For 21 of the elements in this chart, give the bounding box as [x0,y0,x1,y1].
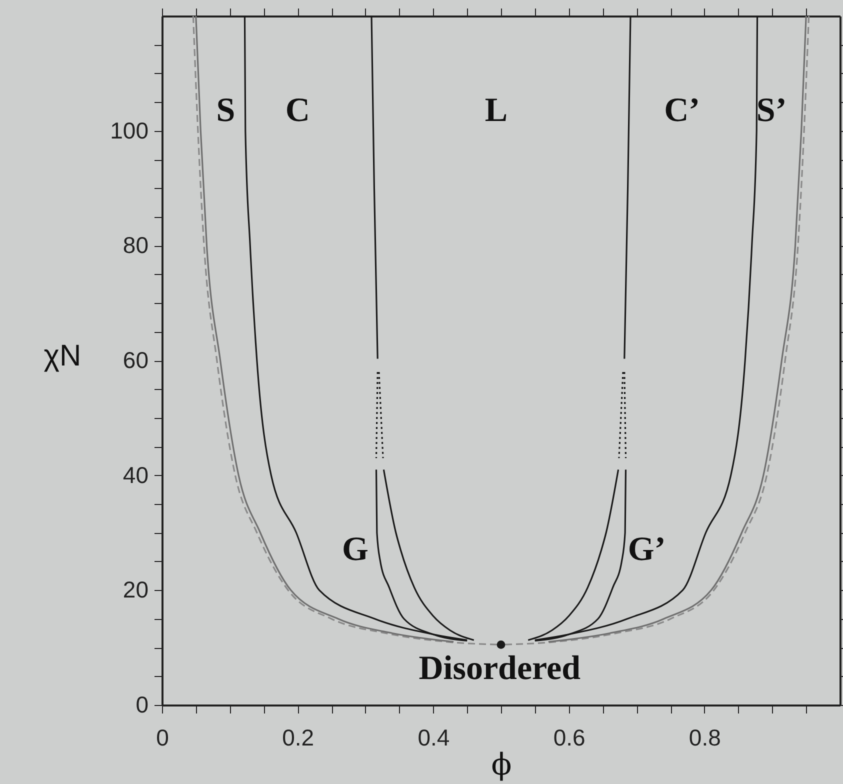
annotation: C [285,92,310,130]
y-tick-label: 0 [136,692,148,718]
y-tick-label: 80 [122,232,148,258]
y-tick-label: 20 [122,576,148,603]
y-tick-label: 60 [122,347,148,373]
x-tick-label: 0 [156,724,169,750]
x-tick-label: 0.6 [553,724,586,750]
annotation: G [342,530,368,568]
annotation: S’ [756,92,787,130]
x-tick-label: 0.4 [418,724,450,750]
y-tick-label: 100 [110,117,148,144]
x-axis-title: ϕ [491,748,512,782]
annotation: G’ [628,530,666,568]
y-tick-label: 40 [122,462,148,488]
x-tick-label: 0.2 [282,724,314,750]
y-axis-title: χN [44,340,82,372]
annotation: L [484,92,508,130]
annotation: C’ [664,92,700,130]
x-tick-label: 0.8 [688,724,721,750]
annotation: S [216,92,236,130]
annotation: Disordered [418,650,581,688]
